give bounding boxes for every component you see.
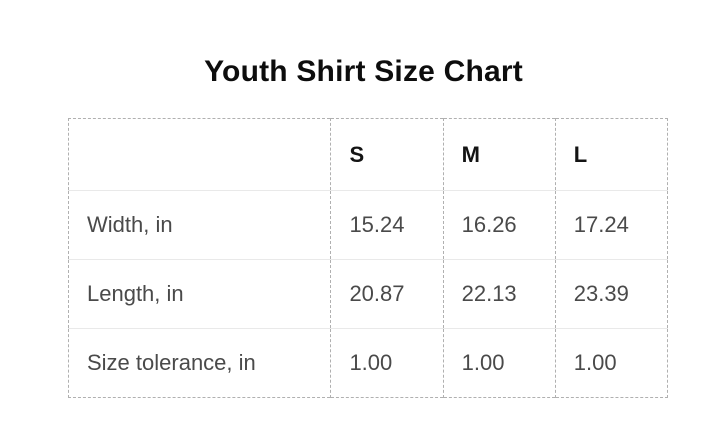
cell-tolerance-s: 1.00 [330,328,444,398]
cell-tolerance-l: 1.00 [554,328,668,398]
page-title: Youth Shirt Size Chart [204,55,523,88]
row-label: Length, in [68,259,331,329]
header-row: S M L [69,118,668,191]
table-row-width: Width, in 15.24 16.26 17.24 [68,190,668,260]
cell-width-s: 15.24 [330,190,444,260]
cell-tolerance-m: 1.00 [442,328,556,398]
cell-width-m: 16.26 [442,190,556,260]
header-cell-size-s: S [330,118,444,191]
cell-length-l: 23.39 [554,259,668,329]
table-row-length: Length, in 20.87 22.13 23.39 [68,259,668,329]
cell-width-l: 17.24 [554,190,668,260]
header-cell-size-l: L [554,118,668,191]
cell-length-s: 20.87 [330,259,444,329]
cell-length-m: 22.13 [442,259,556,329]
row-label: Width, in [68,190,331,260]
header-cell-size-m: M [442,118,556,191]
row-label: Size tolerance, in [68,328,331,398]
table-row-size-tolerance: Size tolerance, in 1.00 1.00 1.00 [68,328,668,398]
header-cell-empty [69,119,331,191]
size-chart-table: S M L Width, in 15.24 16.26 17.24 Length… [68,118,668,398]
